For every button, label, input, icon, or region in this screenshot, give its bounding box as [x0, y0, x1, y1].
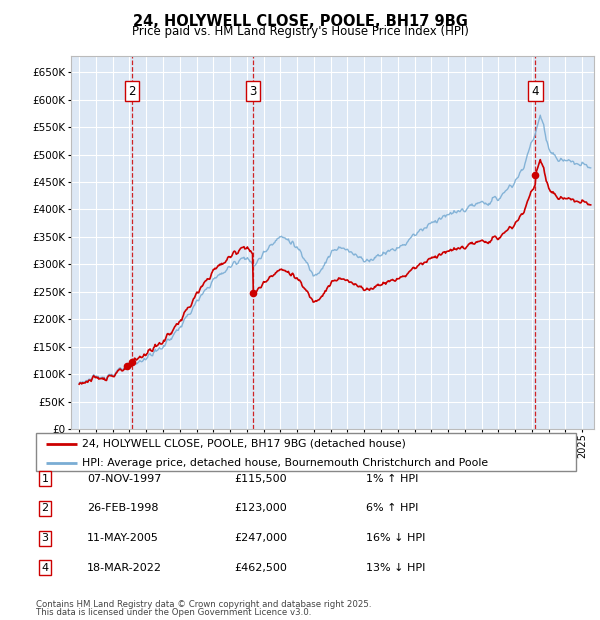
Text: Price paid vs. HM Land Registry's House Price Index (HPI): Price paid vs. HM Land Registry's House … [131, 25, 469, 38]
Text: 24, HOLYWELL CLOSE, POOLE, BH17 9BG (detached house): 24, HOLYWELL CLOSE, POOLE, BH17 9BG (det… [82, 438, 406, 448]
Text: 16% ↓ HPI: 16% ↓ HPI [366, 533, 425, 543]
Text: 4: 4 [41, 563, 49, 573]
Text: 3: 3 [250, 85, 257, 98]
Text: 11-MAY-2005: 11-MAY-2005 [87, 533, 159, 543]
Text: 13% ↓ HPI: 13% ↓ HPI [366, 563, 425, 573]
Text: 3: 3 [41, 533, 49, 543]
FancyBboxPatch shape [36, 433, 576, 471]
Text: Contains HM Land Registry data © Crown copyright and database right 2025.: Contains HM Land Registry data © Crown c… [36, 600, 371, 609]
Text: £247,000: £247,000 [234, 533, 287, 543]
Text: 6% ↑ HPI: 6% ↑ HPI [366, 503, 418, 513]
Text: 24, HOLYWELL CLOSE, POOLE, BH17 9BG: 24, HOLYWELL CLOSE, POOLE, BH17 9BG [133, 14, 467, 29]
Text: £462,500: £462,500 [234, 563, 287, 573]
Text: 1% ↑ HPI: 1% ↑ HPI [366, 474, 418, 484]
Text: 4: 4 [532, 85, 539, 98]
Text: 2: 2 [128, 85, 136, 98]
Text: 18-MAR-2022: 18-MAR-2022 [87, 563, 162, 573]
Text: 26-FEB-1998: 26-FEB-1998 [87, 503, 158, 513]
Text: 2: 2 [41, 503, 49, 513]
Text: HPI: Average price, detached house, Bournemouth Christchurch and Poole: HPI: Average price, detached house, Bour… [82, 458, 488, 467]
Text: This data is licensed under the Open Government Licence v3.0.: This data is licensed under the Open Gov… [36, 608, 311, 617]
Text: £115,500: £115,500 [234, 474, 287, 484]
Text: 07-NOV-1997: 07-NOV-1997 [87, 474, 161, 484]
Text: 1: 1 [41, 474, 49, 484]
Text: £123,000: £123,000 [234, 503, 287, 513]
